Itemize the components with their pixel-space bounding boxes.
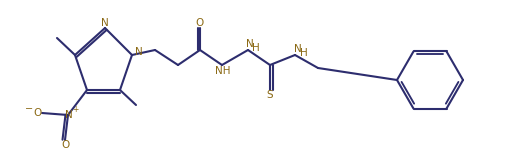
Text: O: O (61, 140, 69, 150)
Text: −: − (25, 104, 33, 114)
Text: N: N (294, 44, 302, 54)
Text: O: O (33, 108, 41, 118)
Text: H: H (252, 43, 260, 53)
Text: NH: NH (215, 66, 231, 76)
Text: +: + (72, 105, 78, 114)
Text: N: N (135, 47, 143, 57)
Text: H: H (300, 48, 308, 58)
Text: N: N (101, 18, 109, 28)
Text: O: O (196, 18, 204, 28)
Text: N: N (65, 110, 73, 120)
Text: S: S (267, 90, 273, 100)
Text: N: N (246, 39, 254, 49)
